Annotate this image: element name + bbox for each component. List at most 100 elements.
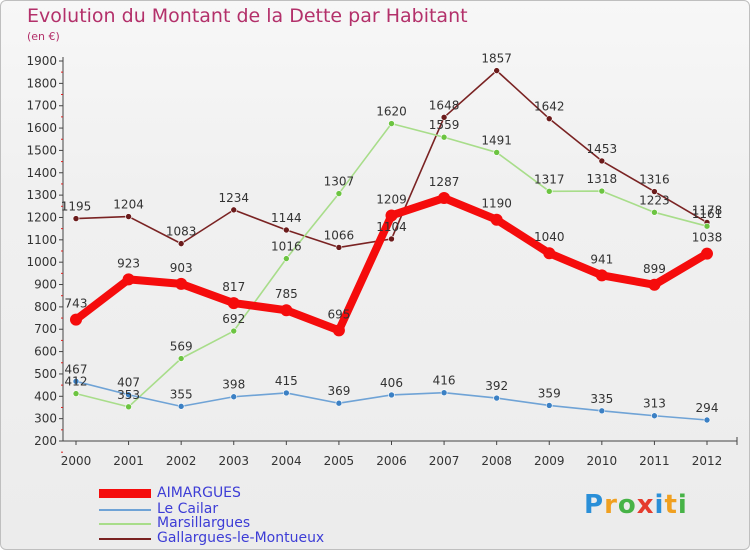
x-tick-label: 2006 [376, 454, 407, 468]
data-label: 1559 [429, 118, 460, 132]
y-tick-label: 300 [34, 412, 57, 426]
data-label: 1287 [429, 175, 460, 189]
data-label: 1317 [534, 172, 565, 186]
data-point [651, 209, 658, 216]
y-tick-label: 1200 [26, 210, 57, 224]
x-tick-label: 2008 [481, 454, 512, 468]
data-point [283, 255, 290, 262]
data-label: 1307 [324, 175, 355, 189]
data-label: 903 [170, 261, 193, 275]
data-label: 1195 [61, 200, 92, 214]
y-tick-label: 1900 [26, 54, 57, 68]
data-point [651, 188, 658, 195]
x-tick-label: 2005 [324, 454, 355, 468]
data-point [72, 215, 80, 222]
data-label: 695 [327, 307, 350, 321]
data-label: 1016 [271, 240, 302, 254]
data-label: 923 [117, 256, 140, 270]
data-label: 1204 [113, 198, 144, 212]
data-point [125, 403, 132, 411]
data-point [125, 391, 132, 399]
data-label: 1104 [376, 220, 407, 234]
data-point [545, 402, 553, 409]
legend-swatch-gallargues [99, 538, 151, 540]
data-label: 899 [643, 262, 666, 276]
legend-item-le-cailar: Le Cailar [99, 501, 399, 519]
data-label: 1144 [271, 211, 302, 225]
data-label: 1648 [429, 98, 460, 112]
x-tick-label: 2007 [429, 454, 460, 468]
data-label: 415 [275, 374, 298, 388]
data-point [440, 389, 448, 397]
y-tick-label: 1300 [26, 188, 57, 202]
data-point [70, 313, 82, 326]
data-point [388, 120, 395, 127]
data-point [598, 187, 606, 195]
data-point [598, 407, 606, 415]
data-label: 398 [222, 378, 245, 392]
data-label: 355 [170, 387, 193, 401]
data-label: 743 [65, 297, 88, 311]
data-label: 1040 [534, 230, 565, 244]
legend-item-gallargues: Gallargues-le-Montueux [99, 530, 399, 548]
logo-letter: P [584, 490, 605, 520]
logo-letter: o [617, 490, 637, 520]
data-point [230, 327, 238, 335]
data-label: 406 [380, 376, 403, 390]
y-tick-label: 600 [34, 345, 57, 359]
data-label: 359 [538, 386, 561, 400]
chart-title: Evolution du Montant de la Dette par Hab… [27, 5, 468, 27]
data-point [703, 416, 711, 424]
data-label: 353 [117, 388, 140, 402]
data-label: 1620 [376, 105, 407, 119]
data-label: 785 [275, 287, 298, 301]
x-tick-label: 2002 [166, 454, 197, 468]
data-point [490, 213, 503, 226]
data-point [122, 273, 135, 286]
legend-swatch-le-cailar [99, 509, 151, 511]
data-point [72, 378, 80, 385]
data-point [543, 247, 556, 260]
data-point [283, 226, 290, 234]
data-point [72, 390, 80, 397]
legend-swatch-aimargues [99, 489, 151, 498]
data-point [335, 190, 343, 197]
data-point [230, 206, 238, 214]
x-tick-label: 2011 [639, 454, 670, 468]
data-point [230, 393, 238, 401]
y-tick-label: 800 [34, 300, 57, 314]
x-tick-label: 2003 [218, 454, 249, 468]
legend-label-gallargues: Gallargues-le-Montueux [157, 530, 325, 546]
data-point [175, 277, 188, 290]
data-label: 392 [485, 379, 508, 393]
chart-subtitle: (en €) [27, 30, 60, 43]
data-label: 369 [327, 384, 350, 398]
data-label: 1234 [218, 191, 249, 205]
data-point [701, 247, 713, 260]
data-point [598, 157, 606, 165]
data-point [703, 222, 711, 230]
y-tick-label: 200 [34, 434, 57, 448]
data-label: 1066 [324, 228, 355, 242]
legend-swatch-marsillargues [99, 523, 151, 525]
data-point [335, 399, 343, 407]
x-tick-label: 2010 [587, 454, 618, 468]
data-point [595, 269, 608, 282]
y-tick-label: 1100 [26, 233, 57, 247]
y-tick-label: 900 [34, 278, 57, 292]
y-tick-label: 400 [34, 389, 57, 403]
y-tick-label: 1500 [26, 143, 57, 157]
x-tick-label: 2009 [534, 454, 565, 468]
data-point [335, 244, 343, 251]
legend-label-marsillargues: Marsillargues [157, 515, 251, 531]
x-tick-label: 2001 [113, 454, 144, 468]
data-point [493, 67, 500, 74]
data-label: 1857 [481, 52, 512, 66]
data-label: 569 [170, 340, 193, 354]
y-tick-label: 1700 [26, 99, 57, 113]
logo-letter: t [664, 490, 678, 520]
x-tick-label: 2004 [271, 454, 302, 468]
data-label: 1642 [534, 100, 565, 114]
